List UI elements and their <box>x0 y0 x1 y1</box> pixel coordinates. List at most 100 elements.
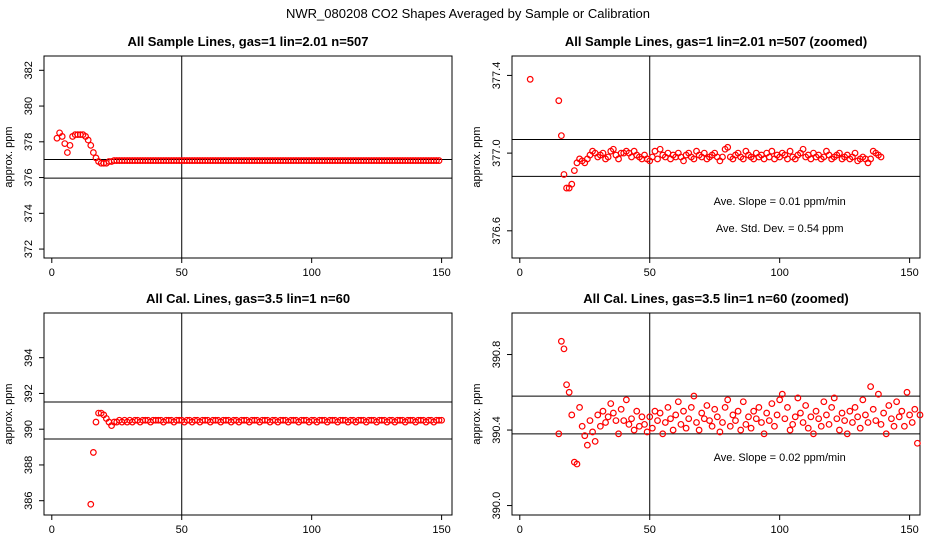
data-point <box>63 149 71 156</box>
data-point <box>836 426 843 434</box>
data-point <box>654 155 661 163</box>
data-point <box>849 419 856 426</box>
y-tick-label: 390 <box>23 420 35 438</box>
data-point <box>674 398 682 406</box>
data-point <box>625 420 633 428</box>
data-point <box>711 405 719 413</box>
x-tick-label: 0 <box>517 524 523 536</box>
data-point <box>682 424 690 432</box>
data-point <box>622 396 630 404</box>
data-point <box>906 411 914 419</box>
data-point <box>573 460 581 468</box>
plot-frame <box>511 312 921 516</box>
data-point <box>578 422 586 430</box>
data-point <box>784 403 791 411</box>
x-tick-label: 50 <box>176 524 188 536</box>
data-point <box>867 383 875 391</box>
data-point <box>799 145 807 153</box>
data-point <box>656 409 664 417</box>
y-tick-label: 382 <box>23 61 35 79</box>
x-tick-label: 50 <box>644 524 656 536</box>
data-point <box>87 141 95 149</box>
data-point <box>812 407 820 415</box>
data-point <box>563 381 570 389</box>
data-point <box>664 403 672 411</box>
data-point <box>680 157 687 165</box>
data-point <box>604 413 612 421</box>
data-point <box>885 402 893 409</box>
x-tick-label: 150 <box>432 267 450 279</box>
data-point <box>576 403 583 411</box>
data-point <box>615 155 622 163</box>
x-tick-label: 100 <box>302 524 320 536</box>
data-point <box>755 403 763 411</box>
data-point <box>901 422 908 430</box>
data-point <box>843 430 851 438</box>
data-point <box>799 419 807 426</box>
data-point <box>807 413 815 421</box>
data-point <box>724 143 732 151</box>
data-point <box>773 411 781 419</box>
data-point <box>734 407 742 415</box>
data-point <box>589 428 596 436</box>
data-point <box>841 417 849 425</box>
data-point <box>87 500 95 508</box>
data-point <box>742 420 750 428</box>
data-point <box>820 398 828 406</box>
data-point <box>768 147 776 155</box>
data-point <box>84 136 92 144</box>
data-point <box>641 420 648 428</box>
data-point <box>719 153 726 161</box>
data-point <box>838 409 846 417</box>
data-point <box>555 97 563 105</box>
x-tick-label: 100 <box>302 267 320 279</box>
data-point <box>851 149 859 157</box>
data-point <box>695 426 703 434</box>
data-point <box>591 437 599 445</box>
data-point <box>797 409 804 417</box>
data-point <box>433 157 440 164</box>
data-point <box>719 419 726 426</box>
data-point <box>869 405 877 413</box>
y-tick-label: 390.0 <box>491 492 503 520</box>
data-point <box>802 402 810 409</box>
y-tick-label: 377.0 <box>491 139 503 167</box>
data-point <box>602 419 609 426</box>
data-point <box>594 411 602 419</box>
y-axis-label: approx. ppm <box>3 383 15 444</box>
data-point <box>607 400 615 408</box>
data-point <box>586 417 594 425</box>
x-tick-label: 50 <box>176 267 188 279</box>
data-point <box>888 415 895 423</box>
data-point <box>599 149 607 157</box>
data-point <box>903 388 911 396</box>
data-point <box>700 149 708 157</box>
data-point <box>620 417 628 425</box>
plot-frame <box>43 55 453 259</box>
chart-panel-2: All Sample Lines, gas=1 lin=2.01 n=507 (… <box>471 34 921 279</box>
chart-panel-3: All Cal. Lines, gas=3.5 lin=1 n=60 0 50 100… <box>3 291 453 536</box>
data-point <box>661 419 669 426</box>
data-point <box>630 426 638 434</box>
data-point <box>890 422 898 430</box>
data-point <box>690 155 698 163</box>
data-point <box>916 411 924 419</box>
data-point <box>583 441 591 449</box>
x-tick-label: 0 <box>49 267 55 279</box>
data-point <box>867 155 875 163</box>
y-tick-label: 392 <box>23 384 35 402</box>
data-point <box>765 417 773 425</box>
data-point <box>817 422 825 430</box>
data-point <box>760 430 768 438</box>
y-axis-label: approx. ppm <box>3 126 15 187</box>
data-point <box>823 411 830 419</box>
data-point <box>604 153 612 161</box>
data-point <box>669 426 677 434</box>
data-point <box>833 415 841 423</box>
data-point <box>789 420 797 428</box>
x-tick-label: 150 <box>432 524 450 536</box>
data-point <box>568 180 576 188</box>
data-point <box>643 428 651 436</box>
data-point <box>763 409 771 417</box>
